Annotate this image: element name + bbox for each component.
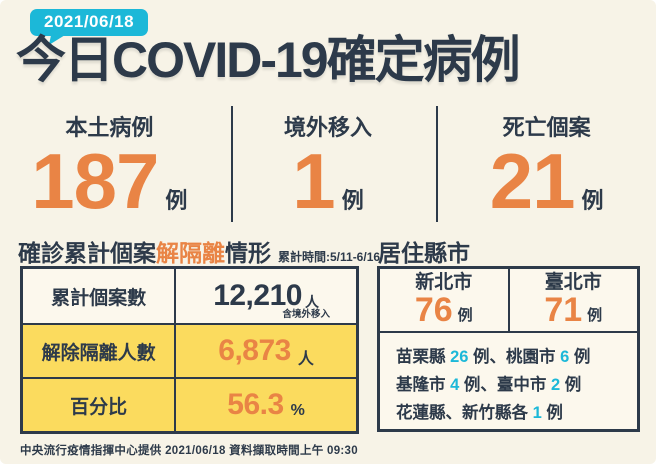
residence-other-counties-list: 苗栗縣 26 例、桃園市 6 例基隆市 4 例、臺中市 2 例花蓮縣、新竹縣各 … bbox=[380, 333, 637, 427]
stat-label: 死亡個案 bbox=[502, 115, 591, 140]
county-text: 基隆市 bbox=[396, 376, 451, 395]
county-text: 例 bbox=[560, 376, 582, 395]
stat-divider bbox=[436, 106, 438, 222]
row-value: 6,873 bbox=[218, 334, 291, 367]
stat-value-row: 1 例 bbox=[292, 137, 364, 225]
isolation-summary-table: 累計個案數 12,210 人 含境外移入 解除隔離人數 6,873 人 百分比 … bbox=[20, 266, 359, 434]
city-cell-new-taipei: 新北市 76 例 bbox=[380, 269, 510, 331]
county-count: 26 bbox=[450, 348, 469, 366]
page-title: 今日COVID-19確定病例 bbox=[16, 32, 521, 88]
row-label: 累計個案數 bbox=[23, 269, 177, 323]
row-label: 解除隔離人數 bbox=[23, 325, 177, 377]
row-label: 百分比 bbox=[23, 379, 177, 431]
city-name: 臺北市 bbox=[544, 271, 602, 293]
county-text: 例、桃園市 bbox=[468, 348, 561, 366]
stat-value: 21 bbox=[489, 137, 576, 225]
residence-other-line: 苗栗縣 26 例、桃園市 6 例 bbox=[396, 343, 637, 371]
residence-top-cities: 新北市 76 例 臺北市 71 例 bbox=[380, 269, 637, 333]
stat-value-row: 21 例 bbox=[489, 137, 604, 225]
city-unit: 例 bbox=[457, 307, 473, 325]
stat-unit: 例 bbox=[165, 187, 188, 213]
stat-deaths: 死亡個案 21 例 bbox=[437, 104, 656, 224]
residence-other-line: 花蓮縣、新竹縣各 1 例 bbox=[396, 399, 637, 427]
city-cell-taipei: 臺北市 71 例 bbox=[510, 269, 638, 331]
table-row: 百分比 56.3 % bbox=[23, 377, 356, 431]
date-badge-label: 2021/06/18 bbox=[44, 12, 135, 31]
row-value-cell: 56.3 % bbox=[176, 379, 356, 431]
row-value-cell: 6,873 人 bbox=[176, 325, 356, 377]
city-value: 76 bbox=[414, 291, 453, 330]
county-count: 2 bbox=[550, 376, 561, 395]
county-text: 例、臺中市 bbox=[459, 376, 551, 395]
county-count: 1 bbox=[532, 404, 542, 423]
residence-other-line: 基隆市 4 例、臺中市 2 例 bbox=[396, 371, 637, 399]
stat-unit: 例 bbox=[341, 187, 364, 213]
county-text: 花蓮縣、新竹縣各 bbox=[396, 404, 533, 423]
stat-value: 187 bbox=[31, 137, 159, 225]
county-text: 例 bbox=[541, 404, 563, 423]
stat-unit: 例 bbox=[581, 187, 604, 213]
row-note: 含境外移入 bbox=[282, 309, 330, 320]
isolation-title-suffix: 情形 bbox=[225, 240, 271, 266]
city-value: 71 bbox=[544, 291, 583, 330]
isolation-section-header: 確診累計個案解隔離情形 累計時間:5/11-6/16 bbox=[18, 234, 380, 268]
headline-stats-row: 本土病例 187 例 境外移入 1 例 死亡個案 21 例 bbox=[0, 104, 656, 224]
row-value: 56.3 bbox=[227, 388, 284, 421]
row-unit: 人 bbox=[304, 294, 319, 310]
city-value-row: 76 例 bbox=[415, 293, 473, 327]
county-count: 6 bbox=[560, 348, 570, 366]
stat-value-row: 187 例 bbox=[31, 137, 188, 225]
stat-label: 境外移入 bbox=[284, 115, 373, 140]
table-row: 累計個案數 12,210 人 含境外移入 bbox=[23, 269, 356, 323]
stat-value: 1 bbox=[292, 137, 335, 225]
residence-box: 新北市 76 例 臺北市 71 例 苗栗縣 26 例、桃園市 6 例基隆市 4 … bbox=[377, 266, 640, 432]
county-text: 例 bbox=[569, 348, 591, 366]
row-value-cell: 12,210 人 含境外移入 bbox=[176, 269, 356, 323]
county-text: 苗栗縣 bbox=[396, 348, 451, 366]
city-value-row: 71 例 bbox=[544, 293, 602, 327]
source-footer: 中央流行疫情指揮中心提供 2021/06/18 資料擷取時間上午 09:30 bbox=[20, 445, 358, 457]
county-count: 4 bbox=[450, 376, 460, 395]
stat-divider bbox=[231, 106, 233, 222]
row-unit: 人 bbox=[297, 351, 314, 368]
table-row: 解除隔離人數 6,873 人 bbox=[23, 323, 356, 377]
row-value: 12,210 bbox=[213, 279, 302, 312]
residence-section-header: 居住縣市 bbox=[378, 240, 470, 266]
isolation-period-note: 累計時間:5/11-6/16 bbox=[278, 250, 381, 264]
isolation-title-prefix: 確診累計個案 bbox=[18, 240, 156, 266]
date-badge: 2021/06/18 bbox=[30, 9, 149, 36]
city-name: 新北市 bbox=[415, 271, 473, 293]
stat-imported-cases: 境外移入 1 例 bbox=[219, 104, 438, 224]
row-unit: % bbox=[290, 402, 305, 419]
stat-label: 本土病例 bbox=[65, 115, 154, 140]
city-unit: 例 bbox=[587, 307, 603, 325]
stat-local-cases: 本土病例 187 例 bbox=[0, 104, 219, 224]
isolation-title-highlight: 解隔離 bbox=[156, 240, 225, 266]
